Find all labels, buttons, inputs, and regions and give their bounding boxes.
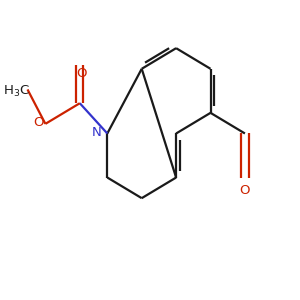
Text: O: O xyxy=(240,184,250,197)
Text: O: O xyxy=(34,116,44,129)
Text: O: O xyxy=(76,68,86,80)
Text: H$_3$C: H$_3$C xyxy=(3,84,30,99)
Text: N: N xyxy=(92,126,101,139)
